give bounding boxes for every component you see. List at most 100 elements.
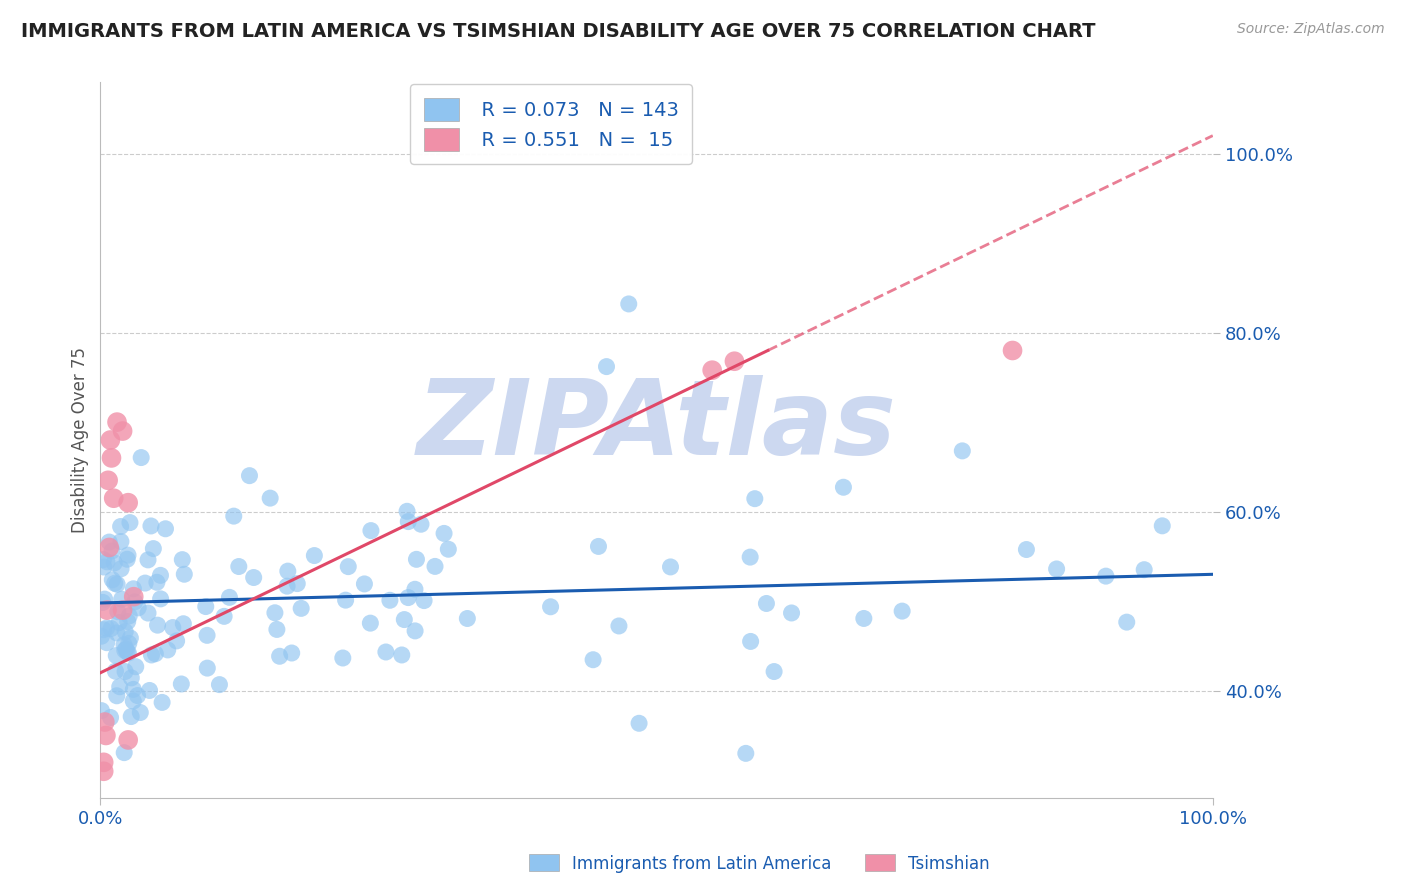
Point — [142, 541, 165, 556]
Point — [242, 570, 264, 584]
Point — [404, 624, 426, 638]
Point — [111, 592, 134, 607]
Point — [149, 591, 172, 606]
Point — [93, 552, 115, 566]
Point — [138, 683, 160, 698]
Point — [150, 695, 173, 709]
Point — [139, 519, 162, 533]
Point — [143, 647, 166, 661]
Point — [740, 550, 762, 565]
Point — [172, 616, 194, 631]
Point — [105, 689, 128, 703]
Point — [122, 590, 145, 604]
Point — [98, 541, 121, 555]
Point — [98, 535, 121, 549]
Point — [413, 593, 436, 607]
Point — [118, 636, 141, 650]
Point — [1001, 343, 1024, 358]
Point — [360, 524, 382, 538]
Point — [115, 552, 138, 566]
Point — [93, 764, 115, 779]
Point — [290, 601, 312, 615]
Point — [90, 629, 112, 643]
Point — [108, 680, 131, 694]
Point — [104, 576, 127, 591]
Point — [396, 515, 419, 529]
Point — [146, 618, 169, 632]
Point — [111, 603, 134, 617]
Text: Source: ZipAtlas.com: Source: ZipAtlas.com — [1237, 22, 1385, 37]
Point — [141, 648, 163, 662]
Point — [129, 450, 152, 465]
Point — [100, 622, 122, 636]
Point — [208, 678, 231, 692]
Point — [127, 600, 149, 615]
Point — [277, 564, 299, 578]
Point — [94, 729, 117, 743]
Point — [222, 509, 245, 524]
Point — [702, 363, 724, 377]
Point — [124, 595, 146, 609]
Point — [276, 579, 298, 593]
Point — [122, 694, 145, 708]
Point — [1095, 569, 1118, 583]
Point — [136, 606, 159, 620]
Y-axis label: Disability Age Over 75: Disability Age Over 75 — [72, 347, 89, 533]
Point — [1015, 542, 1038, 557]
Point — [122, 582, 145, 596]
Point — [94, 714, 117, 729]
Point — [93, 623, 115, 637]
Point — [195, 661, 218, 675]
Point — [617, 297, 640, 311]
Point — [120, 671, 142, 685]
Point — [115, 645, 138, 659]
Point — [115, 642, 138, 657]
Point — [280, 646, 302, 660]
Point — [332, 651, 354, 665]
Point — [264, 606, 287, 620]
Point — [228, 559, 250, 574]
Point — [96, 621, 118, 635]
Point — [378, 593, 401, 607]
Point — [91, 595, 114, 609]
Point — [659, 560, 682, 574]
Point — [136, 553, 159, 567]
Point — [155, 522, 177, 536]
Point — [117, 733, 139, 747]
Point — [1045, 562, 1067, 576]
Point — [100, 450, 122, 465]
Point — [122, 682, 145, 697]
Point — [105, 415, 128, 429]
Point — [125, 659, 148, 673]
Point — [118, 516, 141, 530]
Point — [238, 468, 260, 483]
Point — [374, 645, 396, 659]
Point — [170, 677, 193, 691]
Point — [118, 608, 141, 623]
Point — [335, 593, 357, 607]
Point — [129, 706, 152, 720]
Point — [259, 491, 281, 505]
Point — [172, 552, 194, 566]
Point — [112, 746, 135, 760]
Point — [540, 599, 562, 614]
Point — [353, 577, 375, 591]
Point — [103, 491, 125, 506]
Point — [111, 424, 134, 438]
Point — [409, 517, 432, 532]
Point — [194, 599, 217, 614]
Point — [166, 634, 188, 648]
Point — [396, 591, 419, 605]
Point — [832, 480, 855, 494]
Point — [218, 591, 240, 605]
Point — [127, 689, 149, 703]
Point — [117, 646, 139, 660]
Point — [107, 605, 129, 619]
Point — [304, 549, 326, 563]
Point — [105, 577, 128, 591]
Point — [780, 606, 803, 620]
Point — [105, 648, 128, 663]
Point — [582, 653, 605, 667]
Point — [108, 615, 131, 630]
Point — [456, 611, 478, 625]
